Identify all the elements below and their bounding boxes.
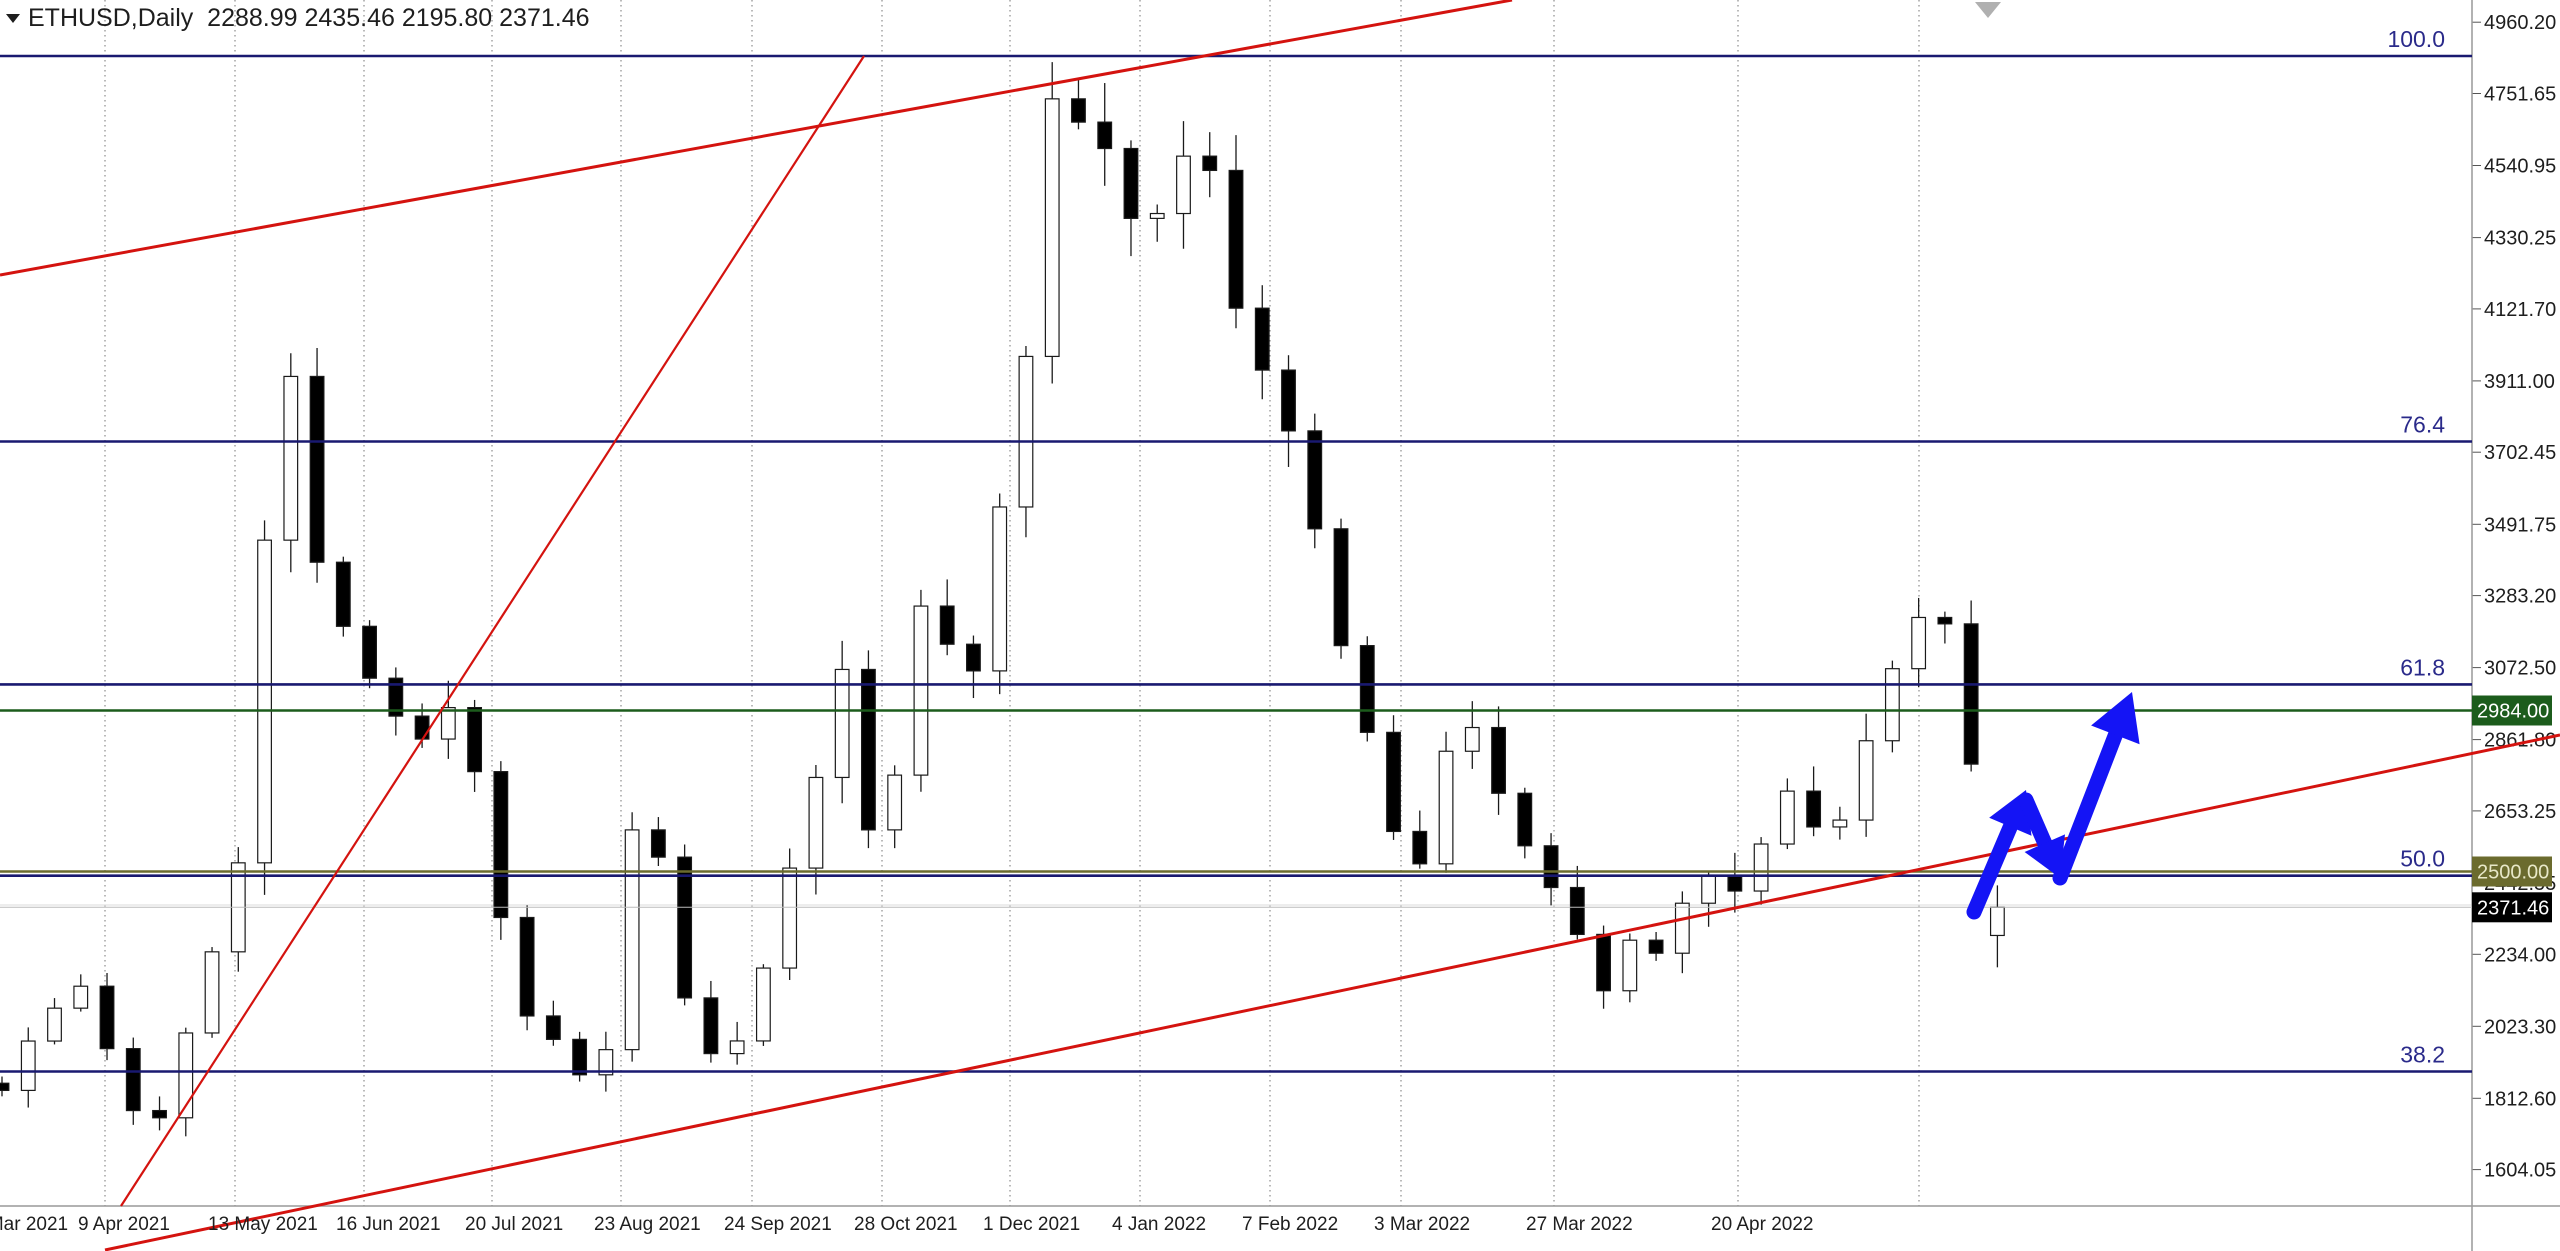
svg-text:4960.20: 4960.20 bbox=[2484, 12, 2556, 34]
svg-text:3283.20: 3283.20 bbox=[2484, 586, 2556, 608]
svg-text:50.0: 50.0 bbox=[2400, 846, 2445, 872]
svg-text:1812.60: 1812.60 bbox=[2484, 1088, 2556, 1110]
svg-text:3072.50: 3072.50 bbox=[2484, 658, 2556, 680]
svg-text:2023.30: 2023.30 bbox=[2484, 1016, 2556, 1038]
svg-text:1604.05: 1604.05 bbox=[2484, 1160, 2556, 1182]
svg-text:2984.00: 2984.00 bbox=[2477, 701, 2549, 723]
svg-text:4121.70: 4121.70 bbox=[2484, 299, 2556, 321]
svg-text:61.8: 61.8 bbox=[2400, 654, 2445, 680]
svg-text:3702.45: 3702.45 bbox=[2484, 442, 2556, 464]
svg-text:3911.00: 3911.00 bbox=[2484, 371, 2555, 393]
svg-text:2234.00: 2234.00 bbox=[2484, 944, 2556, 966]
svg-text:38.2: 38.2 bbox=[2400, 1042, 2445, 1068]
svg-text:4540.95: 4540.95 bbox=[2484, 156, 2556, 178]
svg-text:2500.00: 2500.00 bbox=[2477, 862, 2549, 884]
svg-text:4330.25: 4330.25 bbox=[2484, 228, 2556, 250]
svg-text:2653.25: 2653.25 bbox=[2484, 801, 2556, 823]
svg-text:2371.46: 2371.46 bbox=[2477, 897, 2549, 919]
svg-text:3491.75: 3491.75 bbox=[2484, 514, 2556, 536]
svg-text:100.0: 100.0 bbox=[2387, 26, 2445, 52]
svg-text:76.4: 76.4 bbox=[2400, 412, 2445, 438]
svg-text:4751.65: 4751.65 bbox=[2484, 84, 2556, 106]
